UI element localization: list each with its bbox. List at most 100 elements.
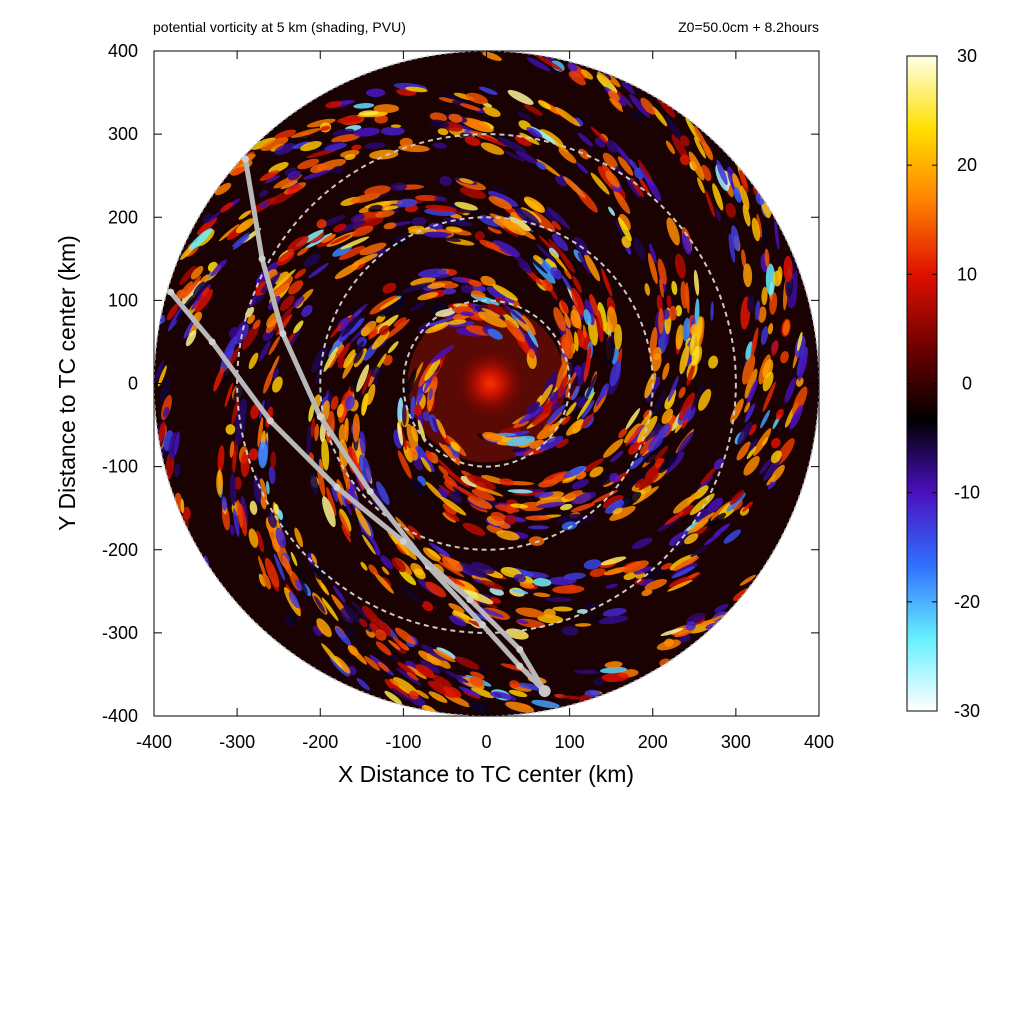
pv-filament <box>564 490 583 499</box>
pv-filament <box>460 186 486 199</box>
pv-filament <box>454 201 478 211</box>
pv-filament <box>622 560 649 573</box>
pv-filament <box>157 365 167 387</box>
pv-filament <box>334 262 360 280</box>
pv-filament <box>425 450 434 461</box>
y-axis: 400 300 200 100 0 -100 -200 -300 -400 <box>102 41 819 726</box>
pv-filament <box>560 299 569 315</box>
pv-filament <box>163 406 170 418</box>
pv-filament <box>458 562 488 578</box>
pv-filament <box>716 159 728 186</box>
pv-filament <box>423 231 452 237</box>
pv-filament <box>452 484 481 502</box>
pv-filament <box>533 592 551 598</box>
pv-filament <box>576 471 587 480</box>
pv-filament <box>219 202 234 213</box>
pv-filament <box>295 579 303 591</box>
pv-filament <box>533 255 543 265</box>
pv-filament <box>760 409 771 429</box>
pv-filament <box>301 305 313 317</box>
pv-filament <box>774 219 780 250</box>
pv-filament <box>583 559 602 570</box>
pv-filament <box>618 428 628 439</box>
pv-filament <box>422 410 430 422</box>
colorbar: 30 20 10 0 -10 -20 -30 <box>906 46 980 721</box>
pv-filament <box>678 392 695 421</box>
pv-filament <box>474 231 485 241</box>
pv-filament <box>401 404 407 426</box>
pv-filament <box>262 572 272 590</box>
pv-filament <box>397 662 417 676</box>
pv-filament <box>631 537 653 550</box>
pv-filament <box>565 402 577 417</box>
pv-filament <box>299 579 308 595</box>
pv-filament <box>532 578 552 587</box>
pv-filament <box>583 309 592 326</box>
pv-filament <box>420 457 432 473</box>
pv-filament <box>289 611 297 623</box>
pv-filament <box>356 677 370 691</box>
pv-filament <box>408 447 419 461</box>
pv-filament <box>614 143 633 166</box>
pv-filament <box>368 614 392 637</box>
pv-filament <box>737 421 753 445</box>
pv-filament <box>762 371 774 392</box>
pv-filament <box>617 216 632 242</box>
pv-filament <box>183 275 202 299</box>
pv-filament <box>347 317 365 336</box>
pv-filament <box>271 276 294 297</box>
pv-filament <box>310 163 327 173</box>
pv-filament <box>553 306 566 332</box>
pv-filament <box>434 196 447 202</box>
colorbar-tick-label: 30 <box>957 46 977 66</box>
pv-filament <box>280 295 295 312</box>
pv-filament <box>683 405 696 423</box>
pv-filament <box>375 210 395 218</box>
pv-filament <box>504 319 526 343</box>
pv-filament <box>739 169 749 193</box>
pv-filament <box>675 324 684 350</box>
pv-filament <box>306 118 336 128</box>
pv-filament <box>309 472 319 496</box>
pv-filament <box>608 206 616 216</box>
track-point <box>258 255 266 263</box>
pv-filament <box>705 622 717 630</box>
pv-filament <box>679 345 690 375</box>
pv-filament <box>420 660 441 674</box>
pv-filament <box>742 204 751 227</box>
pv-filament <box>373 104 400 114</box>
pv-filament <box>580 69 594 80</box>
pv-filament <box>158 421 166 443</box>
pv-filament <box>783 255 793 283</box>
pv-filament <box>361 368 373 395</box>
pv-filament <box>342 352 357 379</box>
pv-filament <box>443 685 462 698</box>
pv-filament <box>454 656 480 670</box>
pv-filament <box>600 556 627 566</box>
pv-filament <box>410 395 416 420</box>
pv-filament <box>468 701 490 714</box>
pv-filament <box>698 388 712 411</box>
pv-filament <box>571 479 589 490</box>
pv-filament <box>439 175 452 186</box>
colorbar-tick-label: 20 <box>957 155 977 175</box>
pv-filament <box>603 567 628 576</box>
pv-filament <box>288 172 301 181</box>
pv-filament <box>546 404 566 425</box>
pv-filament <box>321 643 343 669</box>
pv-filament <box>390 124 402 128</box>
pv-filament <box>666 295 672 308</box>
pv-filament <box>760 326 769 345</box>
pv-filament <box>417 292 439 301</box>
pv-filament <box>599 666 627 674</box>
pv-filament <box>481 135 508 147</box>
pv-filament <box>471 561 495 574</box>
pv-filament <box>364 185 391 196</box>
pv-filament <box>429 112 448 122</box>
pv-filament <box>679 154 690 166</box>
pv-filament <box>644 283 651 296</box>
pv-filament <box>497 137 527 153</box>
pv-filament <box>448 603 465 613</box>
pv-filament <box>628 158 639 171</box>
